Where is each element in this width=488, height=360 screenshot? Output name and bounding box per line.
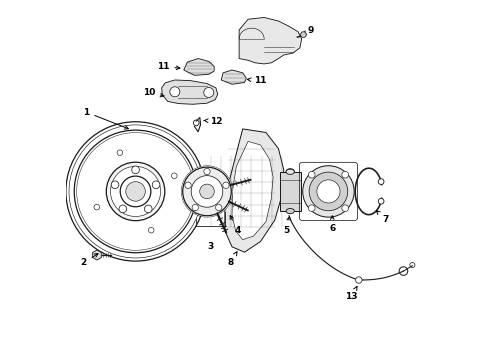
Circle shape — [184, 182, 191, 188]
Circle shape — [183, 167, 231, 216]
Polygon shape — [239, 18, 301, 64]
Circle shape — [110, 166, 160, 216]
Text: 7: 7 — [376, 211, 388, 224]
Circle shape — [184, 182, 191, 188]
Circle shape — [191, 176, 223, 207]
Circle shape — [302, 166, 353, 217]
Circle shape — [191, 176, 223, 207]
Circle shape — [192, 204, 198, 211]
Text: 11: 11 — [157, 62, 180, 71]
Circle shape — [199, 184, 214, 199]
Circle shape — [181, 166, 232, 217]
Circle shape — [131, 166, 139, 174]
Circle shape — [355, 277, 361, 283]
Circle shape — [378, 179, 383, 184]
Bar — [279, 172, 300, 211]
Text: 6: 6 — [329, 216, 335, 233]
Circle shape — [144, 205, 152, 213]
Circle shape — [215, 204, 222, 211]
Polygon shape — [162, 80, 217, 104]
Text: 11: 11 — [247, 76, 266, 85]
Circle shape — [215, 204, 222, 211]
Text: 4: 4 — [230, 216, 240, 234]
Circle shape — [223, 182, 228, 188]
Circle shape — [94, 204, 100, 210]
Ellipse shape — [285, 169, 294, 174]
Circle shape — [117, 150, 122, 156]
Text: 1: 1 — [83, 108, 128, 129]
Circle shape — [199, 184, 214, 199]
Text: 10: 10 — [142, 88, 163, 97]
Circle shape — [378, 198, 383, 204]
Circle shape — [341, 171, 348, 178]
Text: 2: 2 — [81, 253, 98, 267]
Circle shape — [183, 167, 231, 216]
Text: 13: 13 — [345, 286, 357, 301]
Text: 3: 3 — [207, 242, 213, 251]
Circle shape — [223, 182, 228, 188]
Polygon shape — [231, 141, 272, 240]
Circle shape — [111, 181, 119, 189]
Circle shape — [308, 172, 347, 211]
Circle shape — [341, 205, 348, 212]
Circle shape — [308, 171, 314, 178]
Text: 5: 5 — [283, 217, 290, 234]
Circle shape — [203, 87, 213, 98]
Ellipse shape — [285, 169, 294, 175]
Circle shape — [203, 168, 210, 175]
Circle shape — [203, 168, 210, 175]
Circle shape — [169, 87, 180, 97]
Text: 12: 12 — [203, 117, 222, 126]
Polygon shape — [183, 59, 214, 75]
Circle shape — [308, 205, 314, 212]
Circle shape — [106, 162, 164, 221]
Circle shape — [152, 181, 160, 189]
Circle shape — [316, 180, 339, 203]
Circle shape — [120, 176, 151, 207]
Circle shape — [181, 166, 232, 217]
Ellipse shape — [285, 208, 294, 214]
Circle shape — [125, 182, 145, 201]
Text: 9: 9 — [302, 26, 313, 35]
Circle shape — [119, 205, 126, 213]
Circle shape — [192, 204, 198, 211]
Circle shape — [300, 32, 305, 37]
Polygon shape — [92, 250, 101, 260]
Polygon shape — [221, 70, 246, 84]
Circle shape — [171, 173, 177, 179]
Text: 8: 8 — [226, 252, 237, 267]
Circle shape — [148, 228, 154, 233]
Polygon shape — [224, 129, 283, 252]
